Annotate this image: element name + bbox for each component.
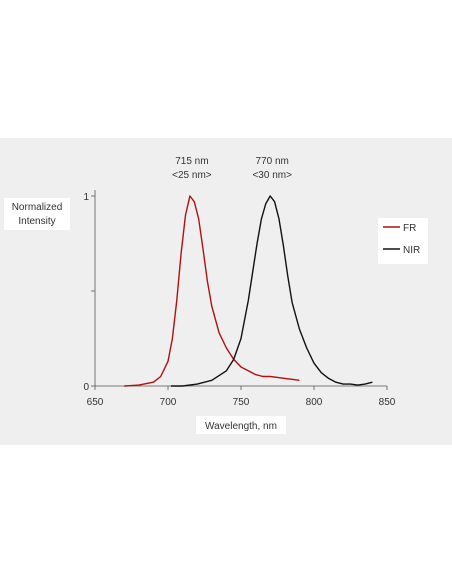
legend-label: FR [403, 223, 416, 234]
peak-annotation: <30 nm> [252, 170, 292, 181]
series-line-fr [124, 195, 300, 387]
y-axis-label: Normalized [12, 202, 63, 213]
peak-annotation: 715 nm [175, 156, 208, 167]
peak-annotation: 770 nm [256, 156, 289, 167]
x-tick-label: 750 [233, 397, 250, 408]
x-tick-label: 800 [306, 397, 323, 408]
x-axis-label-box [196, 416, 286, 434]
legend-box [378, 218, 428, 264]
y-tick-label: 1 [83, 192, 89, 203]
spectrum-chart: 650 700 750 800 850 0 1 715 nm <25 nm> 770 nm <30 … [4, 156, 428, 434]
y-axis-label-box [4, 198, 70, 230]
x-tick-label: 650 [87, 397, 104, 408]
x-axis-label: Wavelength, nm [205, 421, 277, 432]
x-tick-label: 700 [160, 397, 177, 408]
y-tick-label: 0 [83, 382, 89, 393]
x-tick-label: 850 [379, 397, 396, 408]
y-axis-label: Intensity [18, 216, 55, 227]
legend-label: NIR [403, 245, 420, 256]
series-line-nir [170, 195, 373, 387]
chart-panel: 650 700 750 800 850 0 1 715 nm <25 nm> 770 nm <30 … [0, 138, 452, 445]
peak-annotation: <25 nm> [172, 170, 212, 181]
